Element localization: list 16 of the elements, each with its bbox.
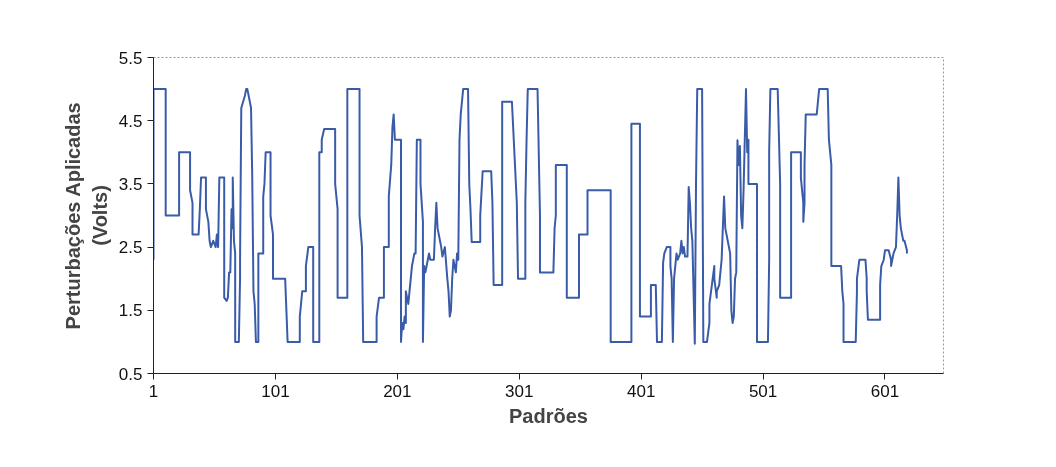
line-series bbox=[153, 88, 908, 345]
x-tick-label: 1 bbox=[148, 381, 159, 401]
y-tick-label: 1.5 bbox=[118, 301, 143, 321]
y-tick-label: 4.5 bbox=[118, 111, 143, 131]
x-axis-title: Padrões bbox=[509, 404, 588, 427]
x-tick-label: 601 bbox=[870, 381, 900, 401]
x-tick-label: 201 bbox=[383, 381, 412, 401]
y-axis-title: Perturbações Aplicadas (Volts) bbox=[62, 102, 111, 330]
y-tick-label: 5.5 bbox=[118, 48, 143, 68]
x-tick-label: 501 bbox=[748, 381, 778, 401]
y-tick-label: 0.5 bbox=[118, 364, 143, 384]
x-tick-label: 401 bbox=[626, 381, 656, 401]
y-tick-label: 2.5 bbox=[118, 238, 143, 258]
y-tick-label: 3.5 bbox=[118, 174, 143, 194]
x-tick-label: 101 bbox=[261, 381, 290, 401]
x-tick-label: 301 bbox=[505, 381, 534, 401]
